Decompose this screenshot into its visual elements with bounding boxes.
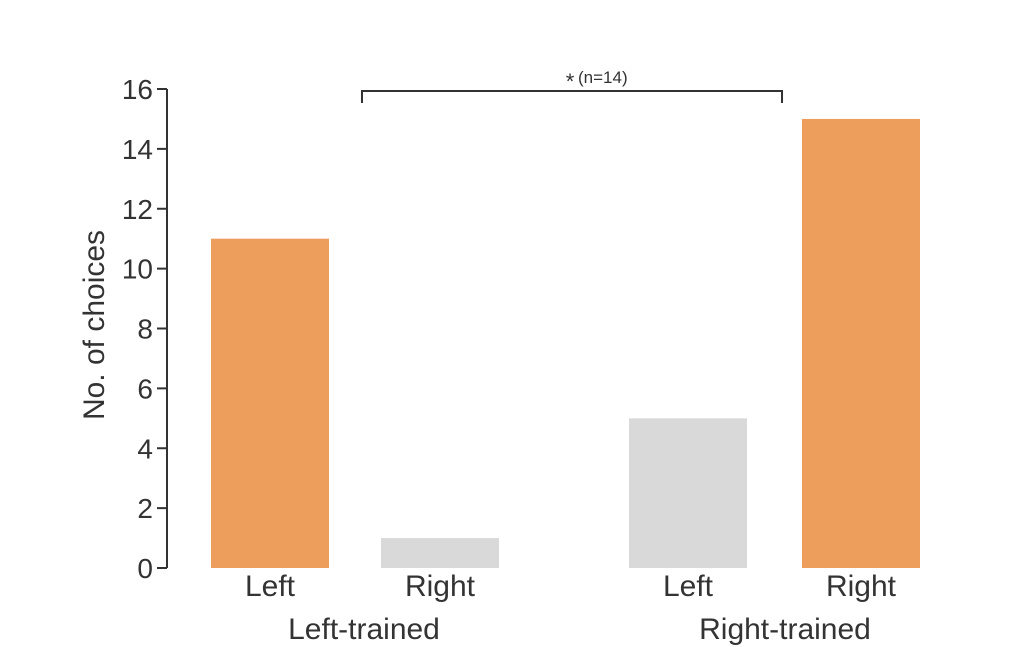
group-labels: Left-trained Right-trained bbox=[288, 613, 871, 646]
y-tick-label: 14 bbox=[122, 134, 153, 165]
bar-left-trained-left bbox=[211, 238, 329, 568]
y-axis: 0 2 4 6 8 10 12 14 16 bbox=[122, 74, 168, 584]
y-tick-label: 8 bbox=[137, 314, 153, 345]
y-tick-label: 4 bbox=[137, 433, 153, 464]
group-label: Right-trained bbox=[699, 613, 871, 646]
significance-star: * bbox=[566, 69, 575, 94]
bars bbox=[211, 118, 920, 568]
y-tick-label: 2 bbox=[137, 493, 153, 524]
significance-annotation: * (n=14) bbox=[361, 68, 783, 103]
y-tick-label: 6 bbox=[137, 373, 153, 404]
category-label: Right bbox=[405, 570, 476, 603]
significance-label: (n=14) bbox=[578, 68, 628, 87]
category-label: Left bbox=[245, 570, 296, 603]
category-label: Right bbox=[826, 570, 897, 603]
significance-bracket bbox=[361, 90, 783, 103]
category-label: Left bbox=[663, 570, 714, 603]
group-label: Left-trained bbox=[288, 613, 440, 646]
bar-right-trained-left bbox=[629, 418, 747, 568]
y-tick-label: 10 bbox=[122, 254, 153, 285]
y-tick-label: 12 bbox=[122, 194, 153, 225]
bar-left-trained-right bbox=[381, 538, 499, 568]
y-axis-label: No. of choices bbox=[78, 230, 111, 420]
y-tick-label: 0 bbox=[137, 553, 153, 584]
category-labels: Left Right Left Right bbox=[245, 570, 897, 603]
y-tick-label: 16 bbox=[122, 74, 153, 105]
bar-right-trained-right bbox=[802, 118, 920, 568]
